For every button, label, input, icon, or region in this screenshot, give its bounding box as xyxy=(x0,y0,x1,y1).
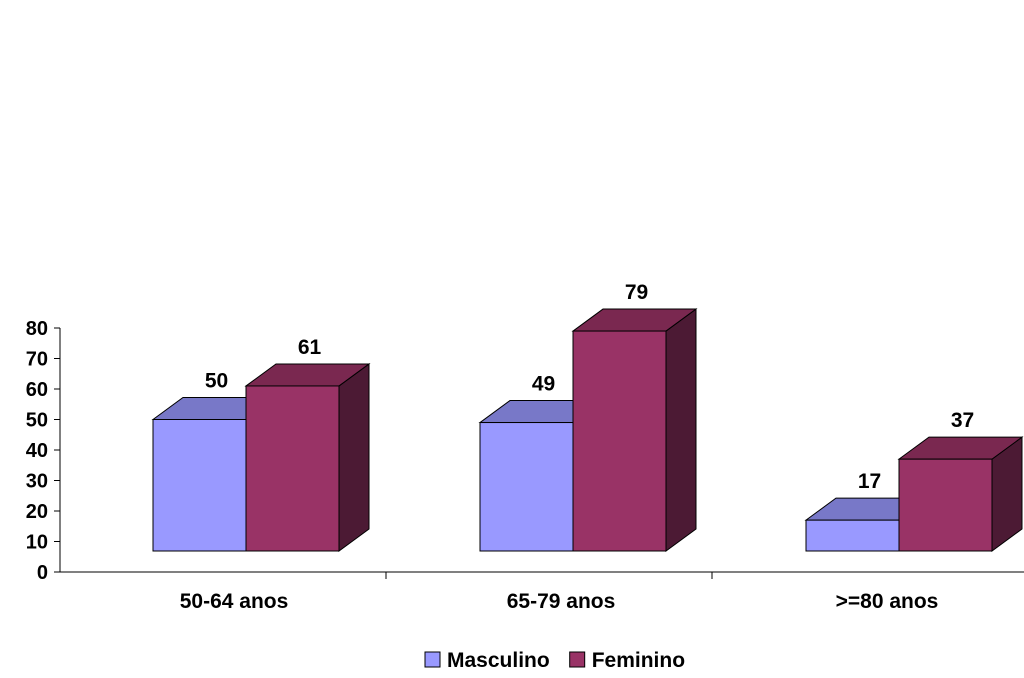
x-tick-label: >=80 anos xyxy=(836,590,939,613)
legend-swatch-feminino xyxy=(569,651,586,668)
y-tick-label: 50 xyxy=(26,410,48,432)
legend: Masculino Feminino xyxy=(424,649,685,672)
data-label-feminino: 61 xyxy=(298,336,322,359)
y-tick-label: 10 xyxy=(26,532,48,554)
bar-feminino xyxy=(898,458,993,552)
data-label-feminino: 79 xyxy=(625,281,648,304)
data-label-feminino: 37 xyxy=(951,409,974,432)
bars xyxy=(151,308,1024,552)
data-label-masculino: 17 xyxy=(858,470,881,493)
legend-label-masculino: Masculino xyxy=(447,649,550,672)
bar-side-feminino xyxy=(338,362,370,552)
y-tick-label: 70 xyxy=(26,349,48,371)
data-label-masculino: 49 xyxy=(532,373,555,396)
axes: 0 10 20 30 40 50 60 70 80 50-64 anos 65-79 anos >=8… xyxy=(26,318,1024,613)
y-tick-label: 0 xyxy=(37,562,48,584)
bar-group-65-79-anos xyxy=(478,308,698,552)
y-tick-label: 40 xyxy=(26,440,48,462)
legend-item-feminino: Feminino xyxy=(569,649,685,672)
bar-group-80-anos xyxy=(804,436,1024,552)
legend-label-feminino: Feminino xyxy=(592,649,685,672)
x-tick-label: 65-79 anos xyxy=(507,590,616,613)
bar-masculino xyxy=(805,519,900,552)
legend-swatch-masculino xyxy=(424,651,441,668)
x-tick-label: 50-64 anos xyxy=(180,590,289,613)
data-labels: 50 61 49 79 17 37 xyxy=(205,281,974,493)
bar-feminino xyxy=(572,330,667,552)
y-tick-label: 20 xyxy=(26,501,48,523)
bar-group-50-64-anos xyxy=(151,362,371,552)
y-tick-label: 80 xyxy=(26,318,48,340)
data-label-masculino: 50 xyxy=(205,370,228,393)
bar-masculino xyxy=(152,419,247,552)
y-tick-label: 30 xyxy=(26,471,48,493)
bar-side-feminino xyxy=(665,308,697,552)
bar-masculino xyxy=(479,422,574,552)
y-tick-label: 60 xyxy=(26,379,48,401)
bar-feminino xyxy=(245,385,340,552)
legend-item-masculino: Masculino xyxy=(424,649,550,672)
